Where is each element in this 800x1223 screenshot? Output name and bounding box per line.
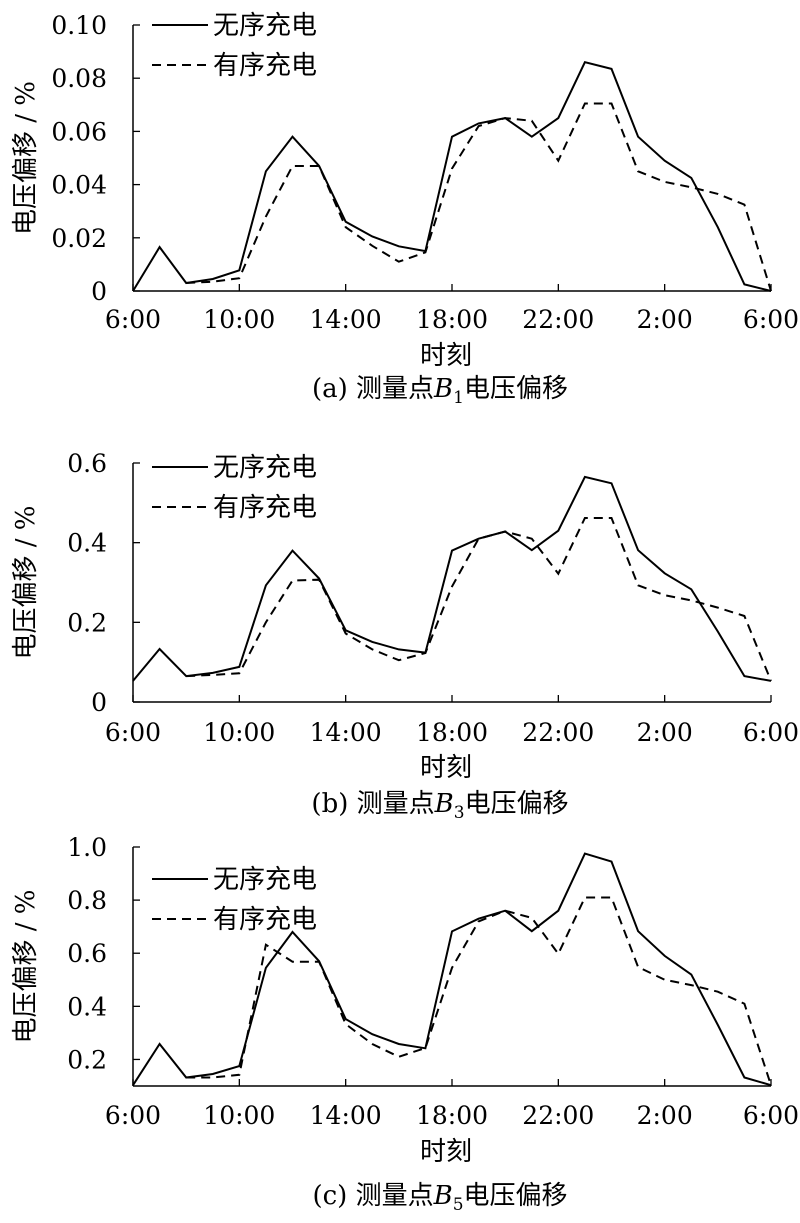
y-tick-label: 0.06 <box>51 117 107 146</box>
legend-label-unordered: 无序充电 <box>213 865 317 895</box>
y-tick-label: 0.4 <box>67 992 107 1021</box>
x-tick-label: 2:00 <box>637 305 693 334</box>
y-tick-label: 0.8 <box>67 886 107 915</box>
caption-subscript: 3 <box>454 803 465 823</box>
caption-prefix: (b) 测量点 <box>311 789 434 819</box>
legend-label-ordered: 有序充电 <box>213 905 317 935</box>
legend-label-unordered: 无序充电 <box>213 11 317 41</box>
y-axis-label: 电压偏移 / % <box>11 890 41 1044</box>
y-tick-label: 0.6 <box>67 939 107 968</box>
x-tick-label: 14:00 <box>310 1101 382 1130</box>
caption-suffix: 电压偏移 <box>464 1181 568 1211</box>
y-tick-label: 0.08 <box>51 64 107 93</box>
y-axis-label: 电压偏移 / % <box>11 81 41 235</box>
x-tick-label: 6:00 <box>743 305 799 334</box>
x-axis-label: 时刻 <box>420 753 472 783</box>
x-tick-label: 6:00 <box>105 718 161 747</box>
legend-label-ordered: 有序充电 <box>213 51 317 81</box>
x-tick-label: 2:00 <box>637 718 693 747</box>
legend-label-unordered: 无序充电 <box>213 453 317 483</box>
y-tick-label: 0.10 <box>51 11 107 40</box>
y-tick-label: 1.0 <box>67 833 107 862</box>
caption-variable: B <box>433 1181 453 1211</box>
x-axis-label: 时刻 <box>420 341 472 371</box>
y-tick-label: 0.4 <box>67 529 107 558</box>
y-tick-label: 0.2 <box>67 1045 107 1074</box>
panel-caption: (a) 测量点B1电压偏移 <box>312 374 568 408</box>
panel-caption: (c) 测量点B5电压偏移 <box>312 1181 567 1215</box>
x-tick-label: 6:00 <box>105 305 161 334</box>
x-tick-label: 2:00 <box>637 1101 693 1130</box>
series-line-unordered <box>132 852 772 1087</box>
caption-suffix: 电压偏移 <box>465 789 569 819</box>
x-tick-label: 18:00 <box>416 1101 488 1130</box>
x-tick-label: 6:00 <box>743 718 799 747</box>
chart-panel-2: 0 0.2 0.4 0.6 6:00 10:00 14:00 18:00 22:00 2:00 6:… <box>11 449 799 823</box>
y-tick-label: 0.6 <box>67 449 107 478</box>
caption-variable: B <box>433 374 453 404</box>
y-tick-label: 0.2 <box>67 608 107 637</box>
caption-prefix: (c) 测量点 <box>312 1181 433 1211</box>
series-line-ordered <box>186 517 772 682</box>
legend-label-ordered: 有序充电 <box>213 493 317 523</box>
x-tick-label: 14:00 <box>310 305 382 334</box>
x-axis-label: 时刻 <box>420 1137 472 1167</box>
x-tick-label: 18:00 <box>416 718 488 747</box>
y-axis-label: 电压偏移 / % <box>11 506 41 660</box>
series-line-unordered <box>132 475 772 682</box>
chart-panel-1: 0 0.02 0.04 0.06 0.08 0.10 6:00 10:00 14:00 18:00… <box>11 11 799 408</box>
x-tick-label: 22:00 <box>522 718 594 747</box>
caption-variable: B <box>434 789 454 819</box>
x-tick-label: 10:00 <box>203 305 275 334</box>
y-tick-label: 0 <box>91 688 107 717</box>
caption-subscript: 5 <box>453 1195 464 1215</box>
panel-caption: (b) 测量点B3电压偏移 <box>311 789 568 823</box>
caption-suffix: 电压偏移 <box>464 374 568 404</box>
x-tick-label: 14:00 <box>310 718 382 747</box>
series-line-ordered <box>186 896 772 1086</box>
x-tick-label: 10:00 <box>203 718 275 747</box>
series-line-ordered <box>186 102 772 292</box>
x-tick-label: 22:00 <box>522 1101 594 1130</box>
series-line-unordered <box>132 61 772 292</box>
x-tick-label: 6:00 <box>105 1101 161 1130</box>
x-tick-label: 18:00 <box>416 305 488 334</box>
x-tick-label: 10:00 <box>203 1101 275 1130</box>
caption-subscript: 1 <box>453 388 464 408</box>
caption-prefix: (a) 测量点 <box>312 374 434 404</box>
y-tick-label: 0.02 <box>51 224 107 253</box>
y-tick-label: 0.04 <box>51 171 107 200</box>
y-tick-label: 0 <box>91 277 107 306</box>
x-tick-label: 6:00 <box>743 1101 799 1130</box>
x-tick-label: 22:00 <box>522 305 594 334</box>
chart-panel-3: 0.2 0.4 0.6 0.8 1.0 6:00 10:00 14:00 18:00 22:00 2… <box>11 833 799 1215</box>
